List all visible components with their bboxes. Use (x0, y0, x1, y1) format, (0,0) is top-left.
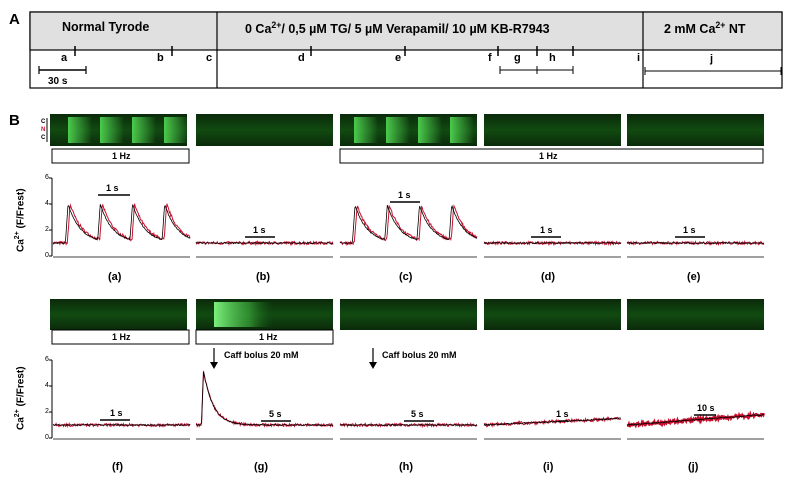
protocol-seg-zero-calcium: 0 Ca2+/ 0,5 µM TG/ 5 µM Verapamil/ 10 µM… (245, 20, 550, 37)
stim-label-row1-left: 1 Hz (112, 151, 131, 161)
caffeine-bolus-annotation-2: Caff bolus 20 mM (382, 350, 457, 360)
linescan-a-transient-4 (164, 117, 188, 143)
caption-j: (j) (688, 461, 699, 473)
time-point-i: i (637, 52, 641, 64)
stim-box-row2-mid (195, 329, 334, 345)
trace-red-e (626, 239, 765, 247)
caffeine-arrow-1-head (210, 362, 218, 369)
caption-e: (e) (687, 271, 701, 283)
protocol-scale-bar-label: 30 s (48, 76, 68, 87)
trace-black-c (339, 204, 478, 244)
ytick-row1-4: 4 (45, 200, 49, 207)
trace-red-g (195, 370, 334, 428)
linescan-c-transient-4 (450, 117, 474, 143)
y-axis-label-row2: Ca2+ (F/Frest) (14, 366, 27, 430)
linescan-letter-c2: C (41, 135, 46, 141)
stim-box-row2-left (51, 329, 190, 345)
scale-bar-label-e: 1 s (683, 225, 696, 235)
linescan-e (627, 114, 764, 146)
time-point-a: a (61, 52, 68, 64)
linescan-letter-n: N (41, 127, 46, 133)
trace-black-i (483, 417, 622, 427)
caption-b: (b) (256, 271, 271, 283)
scale-bar-label-h: 5 s (411, 409, 424, 419)
time-point-c: c (206, 52, 213, 64)
stim-label-row2-left: 1 Hz (112, 332, 131, 342)
stim-label-row2-mid: 1 Hz (259, 332, 278, 342)
caption-d: (d) (541, 271, 556, 283)
ytick-row2-0: 0 (45, 434, 49, 441)
linescan-d (484, 114, 621, 146)
linescan-c-transient-3 (418, 117, 442, 143)
stim-box-row1-right (339, 148, 764, 164)
caffeine-bolus-annotation-1: Caff bolus 20 mM (224, 350, 299, 360)
trace-red-a (52, 203, 191, 246)
scale-bar-label-b: 1 s (253, 225, 266, 235)
trace-red-i (483, 416, 622, 428)
time-point-j: j (710, 53, 714, 65)
trace-black-d (483, 241, 622, 245)
trace-black-j (626, 413, 765, 426)
linescan-a-transient-1 (68, 117, 92, 143)
linescan-b (196, 114, 333, 146)
ytick-row1-2: 2 (45, 226, 49, 233)
stim-box-row1-left (51, 148, 190, 164)
scale-bar-label-d: 1 s (540, 225, 553, 235)
trace-black-e (627, 241, 765, 245)
protocol-seg-nt: 2 mM Ca2+ NT (664, 20, 746, 37)
time-point-h: h (549, 52, 556, 64)
linescan-a-transient-3 (132, 117, 156, 143)
trace-black-a (52, 204, 191, 245)
trace-black-f (52, 423, 191, 427)
scale-bar-label-i: 1 s (556, 409, 569, 419)
scale-bar-label-a: 1 s (106, 183, 119, 193)
caption-g: (g) (254, 461, 269, 473)
time-point-f: f (488, 52, 492, 64)
scale-bar-label-f: 1 s (110, 408, 123, 418)
linescan-h (340, 299, 477, 330)
trace-red-c (339, 204, 478, 247)
scale-bar-label-c: 1 s (398, 190, 411, 200)
stim-label-row1-right: 1 Hz (539, 151, 558, 161)
ytick-row2-2: 2 (45, 408, 49, 415)
linescan-letter-c1: C (41, 119, 46, 125)
ytick-row2-4: 4 (45, 382, 49, 389)
panel-label-a: A (9, 11, 20, 28)
scale-bar-label-g: 5 s (269, 409, 282, 419)
ytick-row2-6: 6 (45, 356, 49, 363)
caption-f: (f) (112, 461, 123, 473)
protocol-header-band (29, 11, 783, 51)
panel-label-b: B (9, 112, 20, 129)
time-point-d: d (298, 52, 305, 64)
linescan-a-transient-2 (100, 117, 124, 143)
caption-h: (h) (399, 461, 414, 473)
caption-c: (c) (399, 271, 413, 283)
linescan-f (50, 299, 187, 330)
scale-bar-label-j: 10 s (697, 403, 715, 413)
caption-i: (i) (543, 461, 554, 473)
caffeine-arrow-2-head (369, 362, 377, 369)
caption-a: (a) (108, 271, 122, 283)
trace-black-h (339, 423, 478, 427)
y-axis-label-row1: Ca2+ (F/Frest) (14, 188, 27, 252)
linescan-g-caffeine-release (214, 302, 274, 327)
linescan-i (484, 299, 621, 330)
linescan-j (627, 299, 764, 330)
ytick-row1-0: 0 (45, 252, 49, 259)
linescan-c-transient-1 (354, 117, 378, 143)
time-point-g: g (514, 52, 521, 64)
linescan-c-transient-2 (386, 117, 410, 143)
protocol-seg-normal-tyrode: Normal Tyrode (62, 20, 150, 34)
trace-black-b (195, 241, 334, 245)
trace-black-g (195, 371, 334, 427)
time-point-e: e (395, 52, 402, 64)
ytick-row1-6: 6 (45, 174, 49, 181)
time-point-b: b (157, 52, 164, 64)
